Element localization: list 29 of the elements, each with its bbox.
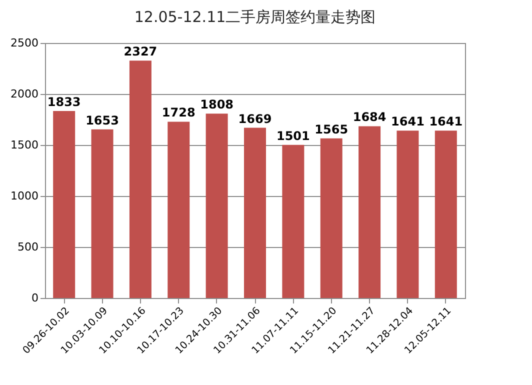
data-label: 2327 [124, 44, 158, 59]
bar [434, 130, 457, 298]
data-label: 1728 [162, 106, 196, 120]
data-label: 1669 [238, 112, 272, 126]
bar [91, 129, 114, 298]
bar [358, 126, 381, 298]
bar [129, 60, 152, 298]
bar [53, 111, 76, 298]
y-tick-label: 1000 [10, 190, 38, 202]
bar [320, 138, 342, 298]
data-label: 1684 [352, 110, 386, 124]
y-tick-label: 500 [18, 240, 38, 254]
bar [206, 114, 228, 298]
y-tick-label: 0 [32, 292, 38, 304]
y-tick-label: 1500 [10, 138, 38, 152]
data-label: 1641 [429, 114, 463, 129]
data-label: 1833 [47, 95, 81, 110]
data-label: 1808 [200, 98, 234, 112]
bar [282, 144, 304, 298]
y-tick-label: 2500 [10, 36, 38, 50]
data-label: 1653 [86, 113, 119, 128]
data-label: 1641 [391, 114, 424, 129]
y-tick-label: 2000 [10, 88, 38, 100]
bar [168, 122, 190, 298]
data-label: 1501 [276, 128, 310, 143]
chart-title: 12.05-12.11二手房周签约量走势图 [134, 8, 376, 26]
bar [244, 128, 266, 298]
data-label: 1565 [314, 122, 348, 136]
bar [396, 130, 419, 298]
